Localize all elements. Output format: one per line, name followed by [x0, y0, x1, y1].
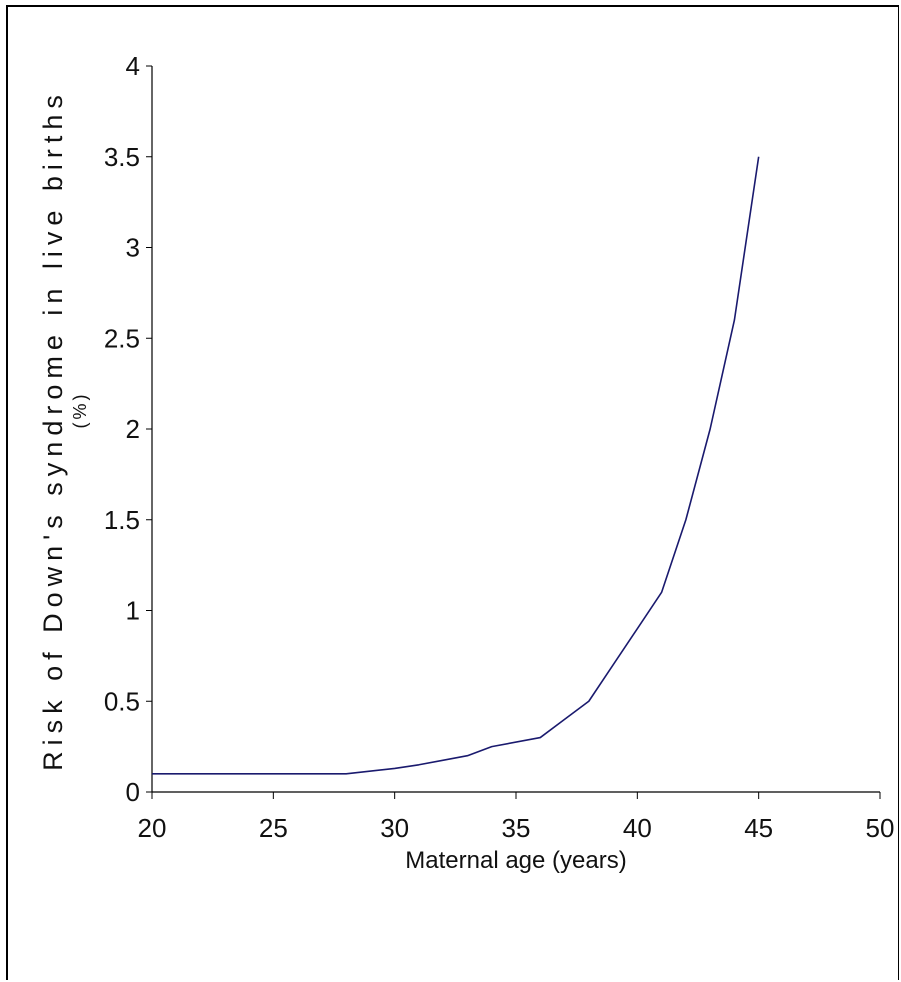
- x-tick-label: 45: [744, 813, 773, 843]
- chart-frame: [6, 5, 899, 980]
- y-tick-label: 2.5: [104, 323, 140, 353]
- y-tick-label: 2: [126, 414, 140, 444]
- y-tick-label: 3.5: [104, 142, 140, 172]
- y-tick-label: 3: [126, 233, 140, 263]
- x-tick-label: 20: [138, 813, 167, 843]
- series-line: [152, 156, 760, 775]
- ticks: 0 0.5 1 1.5 2 2.5 3 3.5 4 20 25 30 35 40 45 50: [104, 51, 895, 843]
- x-tick-label: 30: [380, 813, 409, 843]
- x-axis-title: Maternal age (years): [405, 847, 626, 874]
- series: [152, 156, 760, 775]
- y-tick-label: 1: [126, 596, 140, 626]
- axes: [151, 66, 880, 793]
- y-tick-label: 0.5: [104, 686, 140, 716]
- x-tick-label: 25: [259, 813, 288, 843]
- y-tick-label: 4: [126, 51, 140, 81]
- y-tick-label: 1.5: [104, 505, 140, 535]
- y-tick-label: 0: [126, 777, 140, 807]
- y-axis-title: Risk of Down's syndrome in live births: [38, 89, 68, 771]
- x-tick-label: 40: [623, 813, 652, 843]
- x-tick-label: 35: [502, 813, 531, 843]
- x-tick-label: 50: [866, 813, 895, 843]
- y-axis-unit: (%): [70, 392, 90, 429]
